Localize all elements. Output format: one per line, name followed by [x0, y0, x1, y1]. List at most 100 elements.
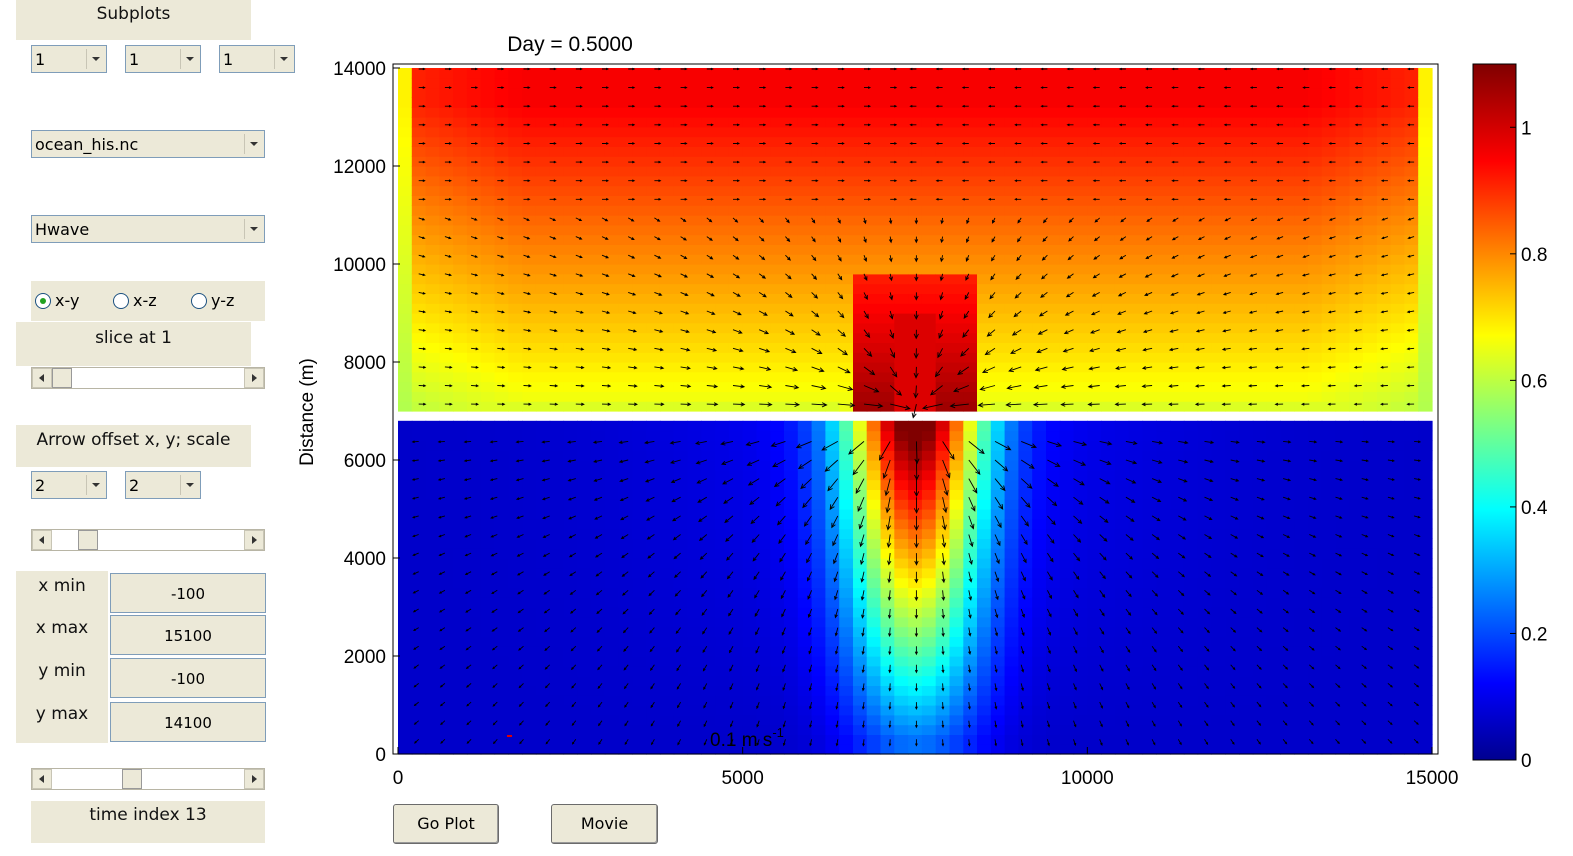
- heatmap-cell: [646, 675, 661, 686]
- heatmap-cell: [659, 332, 675, 343]
- heatmap-cell: [522, 440, 537, 451]
- heatmap-cell: [1307, 175, 1323, 187]
- heatmap-cell: [728, 665, 744, 677]
- heatmap-cell: [894, 362, 909, 373]
- heatmap-cell: [1239, 685, 1254, 696]
- heatmap-cell: [935, 469, 951, 481]
- heatmap-cell: [1087, 401, 1102, 412]
- heatmap-cell: [604, 332, 620, 343]
- heatmap-cell: [425, 558, 440, 569]
- heatmap-cell: [563, 597, 578, 608]
- scroll-left-icon[interactable]: [32, 368, 52, 388]
- heatmap-cell: [949, 215, 964, 226]
- subplot-rows-dropdown[interactable]: 1: [31, 45, 107, 73]
- y-max-field[interactable]: 14100: [110, 702, 266, 742]
- heatmap-cell: [1059, 126, 1075, 138]
- heatmap-cell: [1032, 126, 1047, 138]
- heatmap-cell: [921, 273, 937, 285]
- arrow-scale-slider-thumb[interactable]: [78, 530, 98, 550]
- heatmap-cell: [990, 479, 1006, 490]
- variable-dropdown[interactable]: Hwave: [31, 215, 265, 243]
- file-dropdown[interactable]: ocean_his.nc: [31, 130, 265, 158]
- heatmap-cell: [949, 195, 964, 206]
- heatmap-cell: [1046, 205, 1061, 216]
- heatmap-cell: [880, 636, 895, 647]
- scroll-right-icon[interactable]: [244, 530, 264, 550]
- heatmap-cell: [508, 469, 523, 481]
- heatmap-cell: [1211, 136, 1226, 147]
- heatmap-cell: [577, 401, 592, 412]
- scroll-right-icon[interactable]: [244, 769, 264, 789]
- go-plot-button[interactable]: Go Plot: [393, 804, 499, 844]
- heatmap-cell: [1294, 293, 1309, 304]
- time-slider[interactable]: [31, 768, 265, 790]
- heatmap-cell: [1266, 156, 1281, 167]
- heatmap-cell: [949, 538, 964, 549]
- heatmap-cell: [1197, 166, 1212, 177]
- heatmap-cell: [1349, 479, 1364, 490]
- heatmap-cell: [1294, 469, 1309, 481]
- heatmap-cell: [1349, 587, 1364, 598]
- scroll-right-icon[interactable]: [244, 368, 264, 388]
- heatmap-cell: [522, 401, 537, 412]
- heatmap-cell: [1101, 195, 1116, 206]
- arrow-scale-slider[interactable]: [31, 529, 265, 551]
- subplot-cols-dropdown[interactable]: 1: [125, 45, 201, 73]
- heatmap-cell: [398, 460, 413, 471]
- heatmap-cell: [673, 665, 689, 677]
- arrow-offset-y-dropdown[interactable]: 2: [125, 471, 201, 499]
- heatmap-cell: [508, 499, 523, 510]
- scroll-left-icon[interactable]: [32, 530, 52, 550]
- heatmap-cell: [1349, 136, 1364, 147]
- heatmap-cell: [756, 518, 771, 530]
- scroll-left-icon[interactable]: [32, 769, 52, 789]
- heatmap-cell: [1046, 469, 1061, 481]
- heatmap-cell: [1252, 509, 1268, 520]
- heatmap-cell: [742, 665, 758, 677]
- subplot-index-dropdown[interactable]: 1: [219, 45, 295, 73]
- heatmap-cell: [1225, 518, 1240, 530]
- heatmap-cell: [522, 567, 537, 579]
- heatmap-cell: [1059, 77, 1075, 89]
- heatmap-cell: [1225, 146, 1240, 157]
- heatmap-cell: [480, 714, 496, 726]
- heatmap-cell: [1114, 734, 1130, 745]
- heatmap-cell: [1046, 420, 1061, 432]
- heatmap-cell: [990, 126, 1006, 138]
- heatmap-cell: [908, 244, 923, 255]
- slice-slider[interactable]: [31, 367, 265, 389]
- heatmap-cell: [535, 107, 551, 118]
- heatmap-cell: [1225, 538, 1240, 549]
- x-max-field[interactable]: 15100: [110, 615, 266, 655]
- heatmap-cell: [632, 548, 647, 559]
- heatmap-cell: [508, 714, 523, 726]
- heatmap-cell: [522, 195, 537, 206]
- arrow-offset-x-dropdown[interactable]: 2: [31, 471, 107, 499]
- x-min-field[interactable]: -100: [110, 573, 266, 613]
- heatmap-cell: [894, 185, 909, 196]
- heatmap-cell: [1266, 489, 1281, 500]
- heatmap-cell: [770, 215, 785, 226]
- heatmap-cell: [894, 136, 909, 147]
- heatmap-cell: [715, 362, 730, 373]
- heatmap-cell: [811, 205, 826, 216]
- time-slider-thumb[interactable]: [122, 769, 142, 789]
- heatmap-cell: [549, 597, 565, 608]
- heatmap-cell: [1114, 518, 1130, 530]
- heatmap-cell: [1225, 205, 1240, 216]
- heatmap-cell: [728, 656, 744, 667]
- heatmap-cell: [1252, 538, 1268, 549]
- heatmap-cell: [508, 156, 523, 167]
- heatmap-cell: [701, 675, 716, 686]
- heatmap-cell: [701, 244, 716, 255]
- heatmap-cell: [549, 283, 565, 294]
- movie-button[interactable]: Movie: [551, 804, 658, 844]
- heatmap-cell: [1156, 313, 1171, 324]
- heatmap-cell: [439, 420, 454, 432]
- heatmap-cell: [425, 362, 440, 373]
- heatmap-cell: [439, 156, 454, 167]
- slice-slider-thumb[interactable]: [52, 368, 72, 388]
- heatmap-cell: [935, 126, 951, 138]
- heatmap-cell: [439, 264, 454, 275]
- y-min-field[interactable]: -100: [110, 658, 266, 698]
